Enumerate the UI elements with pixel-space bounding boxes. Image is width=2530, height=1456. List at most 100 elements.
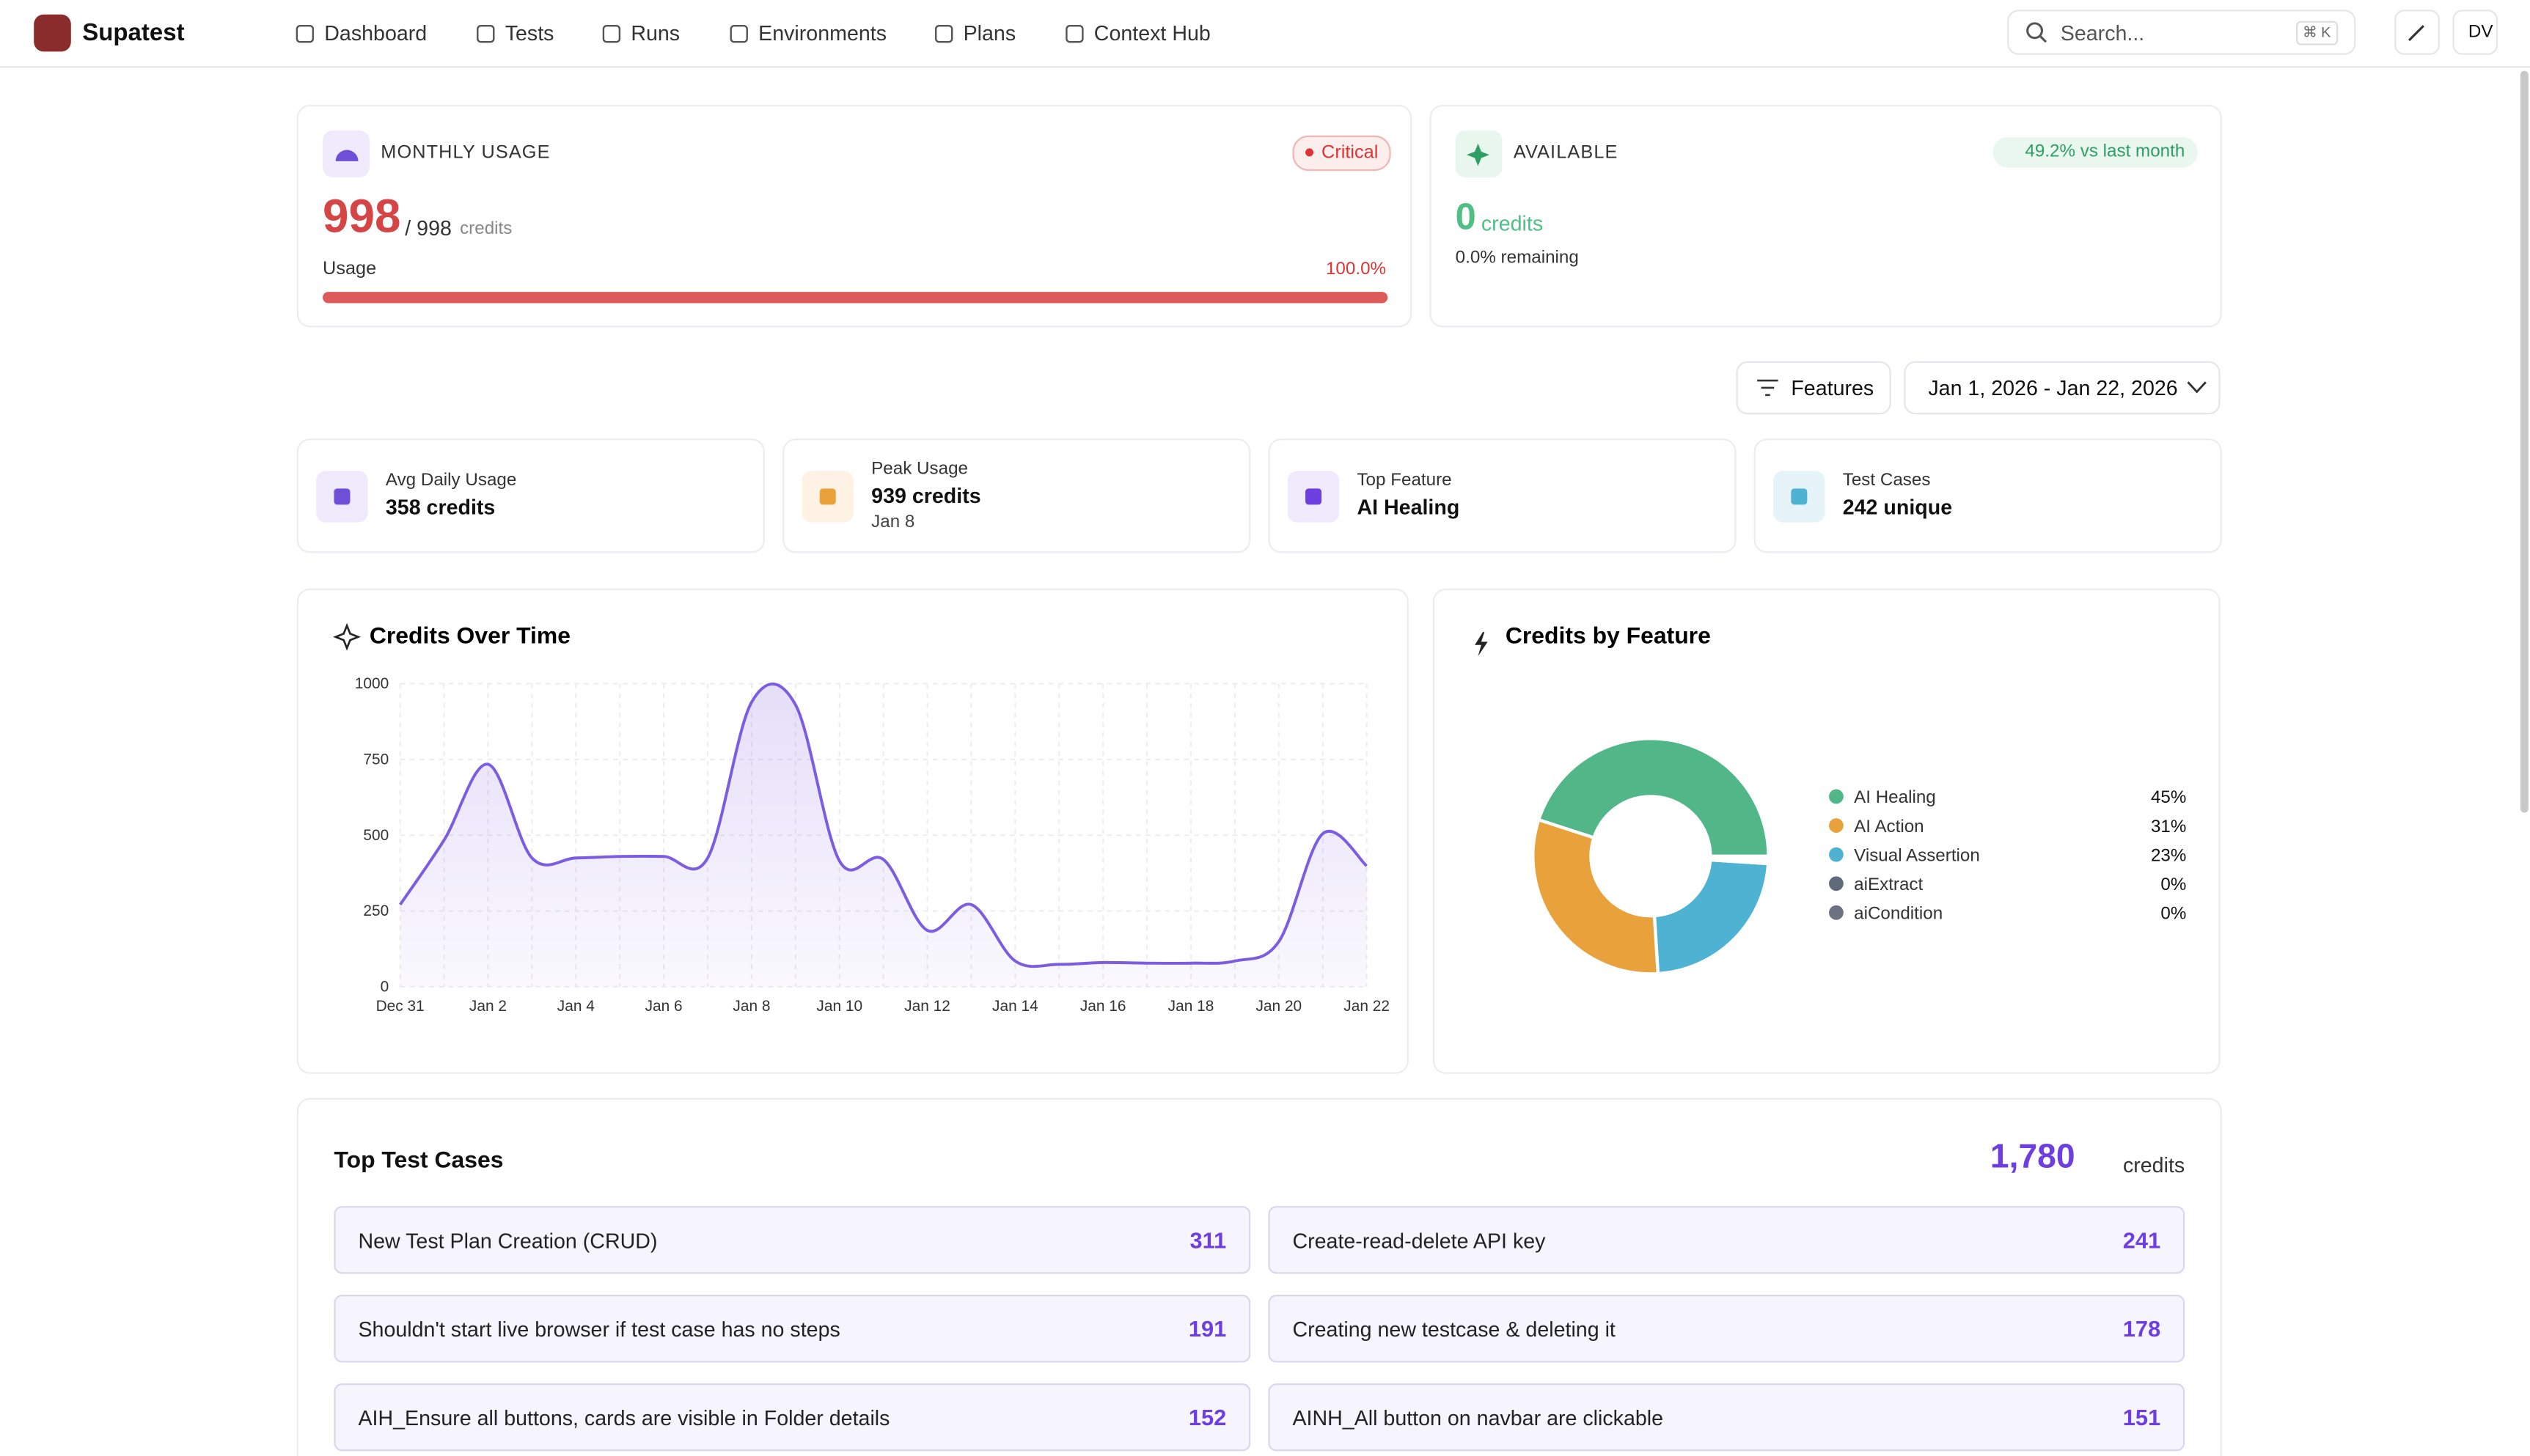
test-credits: 311 (1189, 1227, 1227, 1253)
shortcut: ⌘ K (2296, 21, 2338, 45)
pie-chart-card: Credits by Feature AI Healing 45% AI Actio… (1432, 588, 2221, 1074)
test-row[interactable]: Create-read-delete API key 241 (1268, 1206, 2185, 1274)
search-box[interactable]: Search... ⌘ K (2007, 10, 2356, 55)
test-row[interactable]: Creating new testcase & deleting it 178 (1268, 1295, 2185, 1363)
value-label: 0% (2160, 875, 2186, 894)
legend-dot (1829, 847, 1844, 862)
legend-label: AI Action (1854, 817, 1924, 837)
nav-label: Environments (758, 21, 887, 45)
nav-item[interactable]: Tests (476, 21, 554, 45)
credit-limit: / 998 (405, 216, 452, 240)
x-tick-label: Jan 14 (992, 998, 1038, 1015)
y-tick-label: 250 (363, 902, 389, 919)
test-row[interactable]: Shouldn't start live browser if test cas… (334, 1295, 1251, 1363)
x-tick-label: Jan 8 (733, 998, 770, 1015)
icon-shape (477, 23, 495, 43)
pie-slice (1536, 737, 1770, 858)
test-credits: 152 (1188, 1404, 1227, 1430)
stat-label: Top Feature (1357, 471, 1452, 490)
test-name: Create-read-delete API key (1292, 1228, 1546, 1253)
test-name: AINH_All button on navbar are clickable (1292, 1405, 1664, 1430)
stat-value: AI Healing (1357, 495, 1460, 520)
pie-chart: Credits by Feature AI Healing 45% AI Actio… (1475, 622, 2186, 976)
nav-label: Plans (963, 21, 1016, 45)
x-tick-label: Jan 4 (557, 998, 595, 1015)
legend-dot (1829, 818, 1844, 833)
x-tick-label: Jan 22 (1343, 998, 1390, 1015)
icon-shape (730, 23, 748, 43)
x-tick-label: Jan 18 (1168, 998, 1214, 1015)
icon-shape (1305, 488, 1322, 505)
icon-shape (1791, 488, 1808, 505)
y-tick-label: 0 (381, 979, 389, 996)
scrollbar (2520, 70, 2529, 813)
logo[interactable] (34, 14, 71, 52)
icon-shape (934, 23, 953, 43)
avatar[interactable]: DV (2452, 10, 2498, 55)
badge-dot (1305, 148, 1314, 157)
chart-title: Credits Over Time (370, 622, 571, 649)
gauge-icon (335, 150, 359, 161)
x-tick-label: Jan 20 (1255, 998, 1302, 1015)
progress-bar (323, 292, 1388, 304)
value-label: 0% (2160, 904, 2186, 924)
chevron (2187, 381, 2207, 394)
stat-card: Top Feature AI Healing (1268, 438, 1737, 554)
test-row[interactable]: AINH_All button on navbar are clickable 1… (1268, 1383, 2185, 1452)
icon-glyph (1791, 488, 1808, 505)
available-credits: 0 (1455, 195, 1476, 238)
nav-item[interactable]: Plans (934, 21, 1016, 45)
stat-icon (802, 471, 854, 523)
x-tick-label: Jan 10 (816, 998, 862, 1015)
legend-dot (1829, 876, 1844, 891)
top-tests-card: Top Test Cases 1,780 credits New Test Pl… (296, 1097, 2222, 1456)
y-tick-label: 500 (363, 827, 389, 844)
brand[interactable]: Supatest (82, 19, 185, 47)
nav-item[interactable]: Dashboard (296, 21, 427, 45)
search-icon (2026, 22, 2047, 43)
icon-shape (819, 488, 836, 505)
test-name: Creating new testcase & deleting it (1292, 1317, 1616, 1342)
available-icon (1455, 130, 1503, 177)
legend-label: aiCondition (1854, 904, 1943, 924)
legend-label: Visual Assertion (1854, 845, 1980, 865)
stat-card: Avg Daily Usage 358 credits (296, 438, 765, 554)
test-row[interactable]: New Test Plan Creation (CRUD) 311 (334, 1206, 1251, 1274)
stat-label: Test Cases (1842, 471, 1931, 490)
chart-title: Credits by Feature (1506, 622, 1711, 649)
pie-slice (1531, 817, 1660, 976)
unit: credits (1481, 211, 1544, 236)
nav-item[interactable]: Environments (730, 21, 887, 45)
nav-icon (296, 23, 315, 43)
test-row[interactable]: AIH_Ensure all buttons, cards are visibl… (334, 1383, 1251, 1452)
nav-item[interactable]: Runs (602, 21, 680, 45)
nav-label: Runs (631, 21, 681, 45)
magic-button[interactable] (2394, 10, 2440, 55)
icon-glyph (334, 488, 351, 505)
line (399, 683, 1368, 968)
used-credits: 998 (323, 191, 401, 244)
icon-shape (334, 488, 351, 505)
sparkle-icon (333, 622, 362, 651)
search-placeholder: Search... (2060, 21, 2145, 45)
legend-label: AI Healing (1854, 787, 1936, 807)
nav-item[interactable]: Context Hub (1065, 21, 1211, 45)
stat-sub: Jan 8 (871, 512, 915, 532)
date-range[interactable]: Jan 1, 2026 - Jan 22, 2026 (1904, 361, 2221, 415)
test-credits: 178 (2122, 1315, 2161, 1342)
section-title: Top Test Cases (334, 1147, 504, 1174)
icon-shape (1066, 23, 1084, 43)
test-name: Shouldn't start live browser if test cas… (358, 1317, 840, 1342)
features-filter[interactable]: Features (1736, 361, 1891, 415)
nav-label: Tests (505, 21, 554, 45)
remaining: 0.0% remaining (1455, 248, 1579, 268)
y-tick-label: 1000 (355, 675, 389, 692)
nav-icon (477, 23, 495, 43)
stat-value: 939 credits (871, 483, 981, 508)
usage-percent: 100.0% (1325, 260, 1387, 279)
nav-icon (934, 23, 953, 43)
bolt-icon (1475, 632, 1488, 657)
legend-dot (1829, 905, 1844, 920)
stat-label: Peak Usage (871, 459, 969, 479)
